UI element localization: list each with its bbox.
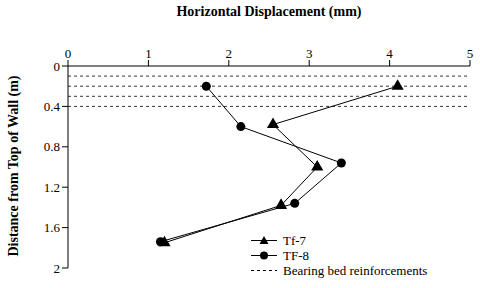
svg-text:3: 3 bbox=[306, 46, 313, 61]
html-text:Distance from Top of Wall (m): Distance from Top of Wall (m) bbox=[6, 75, 21, 257]
svg-text:1.6: 1.6 bbox=[44, 220, 61, 235]
svg-text:2: 2 bbox=[226, 46, 233, 61]
html-text:Bearing bed reinforcements: Bearing bed reinforcements bbox=[283, 263, 428, 278]
svg-text:0: 0 bbox=[65, 46, 72, 61]
svg-text:2: 2 bbox=[54, 261, 61, 276]
svg-text:4: 4 bbox=[386, 46, 393, 61]
svg-text:1: 1 bbox=[145, 46, 152, 61]
svg-text:0: 0 bbox=[54, 59, 61, 74]
svg-text:1.2: 1.2 bbox=[44, 180, 60, 195]
svg-text:0.8: 0.8 bbox=[44, 139, 60, 154]
html-text:Horizontal Displacement (mm): Horizontal Displacement (mm) bbox=[176, 4, 362, 19]
html-text:Tf-7: Tf-7 bbox=[283, 233, 307, 248]
svg-text:0.4: 0.4 bbox=[44, 99, 61, 114]
svg-text:5: 5 bbox=[467, 46, 472, 61]
html-text:TF-8: TF-8 bbox=[283, 248, 309, 263]
